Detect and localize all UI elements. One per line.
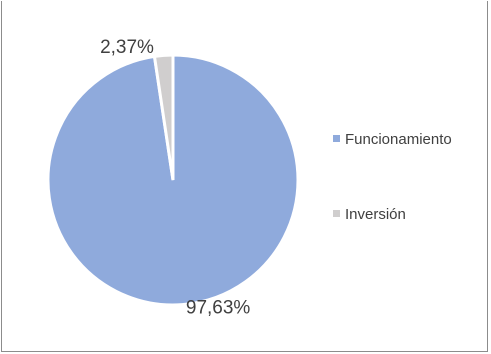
data-label-inversion: 2,37% <box>100 37 154 58</box>
legend: Funcionamiento Inversión <box>333 131 452 223</box>
pie-slices <box>46 53 300 307</box>
legend-swatch-inversion <box>333 210 340 217</box>
pie-slice-funcionamiento <box>46 53 300 307</box>
legend-swatch-funcionamiento <box>333 135 340 142</box>
legend-label-funcionamiento: Funcionamiento <box>345 131 452 148</box>
legend-label-inversion: Inversión <box>345 206 406 223</box>
pie-slice-inversion <box>152 53 175 181</box>
pie-data-labels: 97,63% 2,37% <box>100 37 250 319</box>
data-label-funcionamiento: 97,63% <box>186 298 251 319</box>
